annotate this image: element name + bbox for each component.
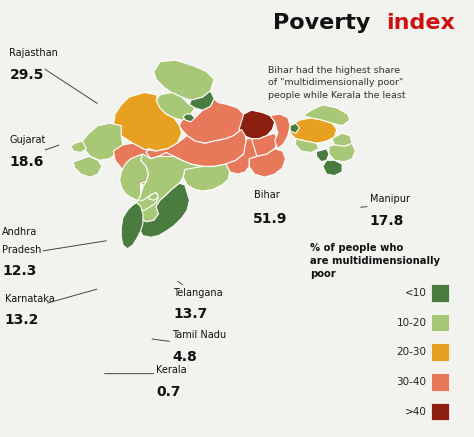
Polygon shape — [296, 139, 319, 153]
Text: >40: >40 — [405, 407, 427, 416]
Polygon shape — [239, 110, 275, 139]
Text: 30-40: 30-40 — [397, 377, 427, 387]
Polygon shape — [249, 149, 285, 177]
Polygon shape — [332, 133, 352, 146]
Text: 12.3: 12.3 — [2, 264, 37, 277]
Text: Andhra: Andhra — [2, 227, 37, 237]
Text: 20-30: 20-30 — [397, 347, 427, 357]
Polygon shape — [71, 141, 86, 153]
Polygon shape — [317, 149, 329, 162]
Polygon shape — [190, 91, 214, 110]
Text: Bihar: Bihar — [254, 190, 279, 200]
Text: <10: <10 — [405, 288, 427, 298]
Polygon shape — [148, 193, 158, 200]
Polygon shape — [113, 143, 187, 191]
Text: 0.7: 0.7 — [156, 385, 181, 399]
Polygon shape — [303, 105, 350, 125]
Polygon shape — [245, 133, 278, 156]
Text: 17.8: 17.8 — [370, 214, 404, 228]
Bar — [431, 403, 449, 420]
Text: Kerala: Kerala — [156, 365, 187, 375]
Polygon shape — [179, 99, 245, 143]
Text: 13.2: 13.2 — [5, 313, 39, 327]
Text: Telangana: Telangana — [173, 288, 223, 298]
Text: Pradesh: Pradesh — [2, 245, 42, 255]
Text: 13.7: 13.7 — [173, 307, 207, 321]
Polygon shape — [290, 123, 300, 133]
Polygon shape — [138, 184, 190, 237]
Polygon shape — [329, 143, 356, 162]
Bar — [431, 343, 449, 361]
Polygon shape — [226, 139, 257, 174]
Polygon shape — [113, 93, 182, 151]
Text: Manipur: Manipur — [370, 194, 410, 205]
Text: Gujarat: Gujarat — [9, 135, 46, 146]
Polygon shape — [323, 160, 342, 176]
Text: 10-20: 10-20 — [397, 318, 427, 327]
Polygon shape — [183, 114, 195, 122]
Text: 18.6: 18.6 — [9, 155, 44, 169]
Polygon shape — [120, 154, 158, 210]
Text: Karnataka: Karnataka — [5, 294, 55, 304]
Text: Rajasthan: Rajasthan — [9, 48, 58, 58]
Bar — [431, 314, 449, 331]
Polygon shape — [183, 164, 230, 191]
Text: Bihar had the highest share
of "multidimensionally poor"
people while Kerala the: Bihar had the highest share of "multidim… — [268, 66, 405, 100]
Polygon shape — [156, 93, 195, 120]
Text: % of people who
are multidimensionally
poor: % of people who are multidimensionally p… — [310, 243, 440, 279]
Polygon shape — [121, 203, 143, 249]
Text: index: index — [386, 13, 455, 33]
Text: 4.8: 4.8 — [172, 350, 197, 364]
Polygon shape — [137, 154, 202, 222]
Polygon shape — [154, 60, 214, 100]
Bar — [431, 284, 449, 302]
Text: 51.9: 51.9 — [253, 212, 287, 226]
Bar — [431, 373, 449, 391]
Text: 29.5: 29.5 — [9, 68, 44, 82]
Polygon shape — [290, 118, 337, 143]
Polygon shape — [146, 129, 247, 166]
Text: Tamil Nadu: Tamil Nadu — [172, 330, 226, 340]
Polygon shape — [82, 123, 123, 160]
Polygon shape — [73, 156, 102, 177]
Text: Poverty: Poverty — [273, 13, 378, 33]
Polygon shape — [270, 114, 290, 149]
